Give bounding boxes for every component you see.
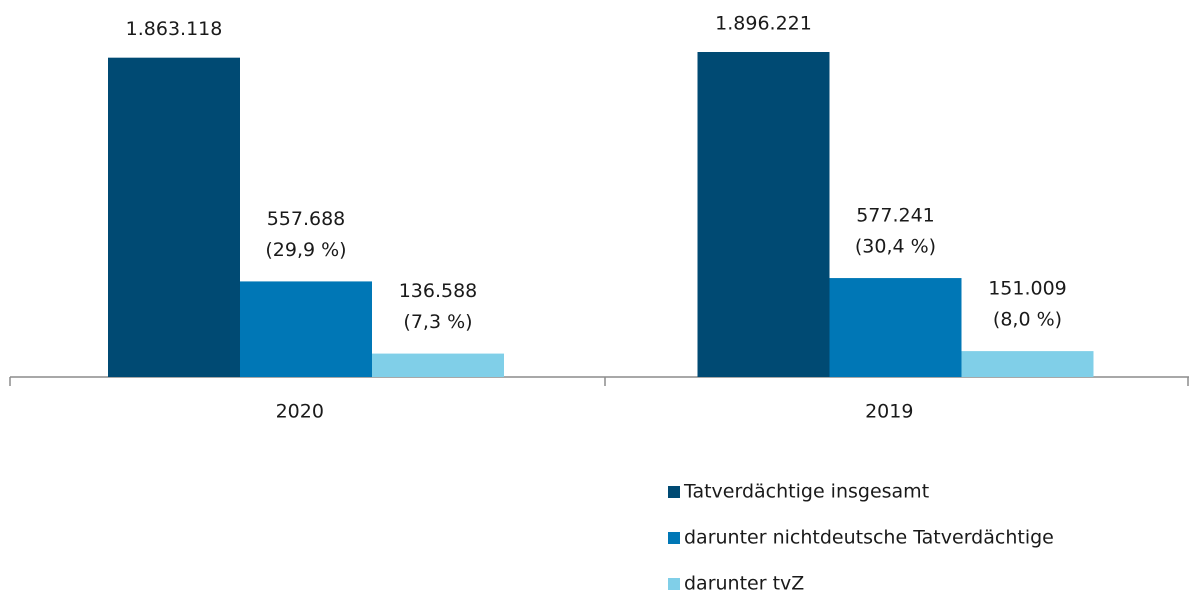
data-label: 1.863.118 [126,18,223,40]
legend-swatch [668,578,680,590]
share-label: (29,9 %) [265,239,346,261]
bar [372,353,504,377]
share-label: (30,4 %) [855,236,936,258]
bar [829,278,962,377]
legend-label: darunter nichtdeutsche Tatverdächtige [684,527,1054,549]
legend-label: Tatverdächtige insgesamt [683,481,929,503]
legend-label: darunter tvZ [684,573,804,595]
legend-swatch [668,486,680,498]
data-label: 577.241 [856,205,935,227]
bar [108,57,240,377]
data-label: 136.588 [399,280,478,302]
share-label: (8,0 %) [993,309,1062,331]
share-label: (7,3 %) [403,311,472,333]
bar [961,351,1094,377]
legend-swatch [668,532,680,544]
data-label: 1.896.221 [715,13,812,35]
x-tick-label: 2020 [276,401,324,423]
data-label: 557.688 [267,208,346,230]
bar [697,52,830,377]
x-tick-label: 2019 [865,401,913,423]
data-label: 151.009 [988,278,1067,300]
bar [240,281,372,377]
